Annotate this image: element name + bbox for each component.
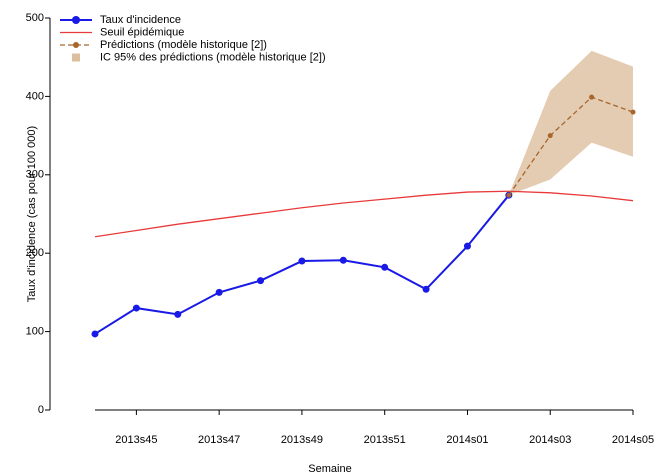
legend-label: Seuil épidémique (100, 26, 184, 38)
point (257, 277, 265, 285)
y-tick-label: 100 (26, 326, 44, 338)
point (506, 192, 512, 198)
x-tick-label: 2013s45 (115, 434, 157, 446)
y-tick-label: 500 (26, 12, 44, 24)
point (339, 256, 347, 264)
point (630, 109, 636, 115)
y-tick-label: 0 (38, 404, 44, 416)
x-tick-label: 2013s47 (198, 434, 240, 446)
legend-label: Taux d'incidence (100, 14, 181, 26)
x-tick-label: 2013s49 (281, 434, 323, 446)
point (298, 257, 306, 265)
series-line (508, 96, 634, 196)
series-line (94, 190, 634, 238)
x-tick-label: 2013s51 (364, 434, 406, 446)
legend-label: IC 95% des prédictions (modèle historiqu… (100, 51, 326, 63)
point (174, 310, 182, 318)
legend-label: Prédictions (modèle historique [2]) (100, 39, 267, 51)
point (91, 330, 99, 338)
confidence-band (508, 50, 633, 196)
x-tick-label: 2014s01 (446, 434, 488, 446)
y-tick-label: 300 (26, 169, 44, 181)
point (132, 304, 140, 312)
point (463, 242, 471, 250)
y-tick-label: 400 (26, 90, 44, 102)
x-axis-title: Semaine (308, 463, 351, 475)
point (215, 288, 223, 296)
point (381, 263, 389, 271)
legend-marker (72, 16, 80, 24)
point (422, 285, 430, 293)
y-tick-label: 200 (26, 247, 44, 259)
legend-swatch (72, 53, 80, 62)
point (589, 94, 595, 100)
legend-marker (73, 42, 79, 48)
point (547, 133, 553, 139)
x-tick-label: 2014s03 (529, 434, 571, 446)
y-axis-title: Taux d'incidence (cas pour 100 000) (26, 126, 38, 302)
x-tick-label: 2014s05 (612, 434, 654, 446)
